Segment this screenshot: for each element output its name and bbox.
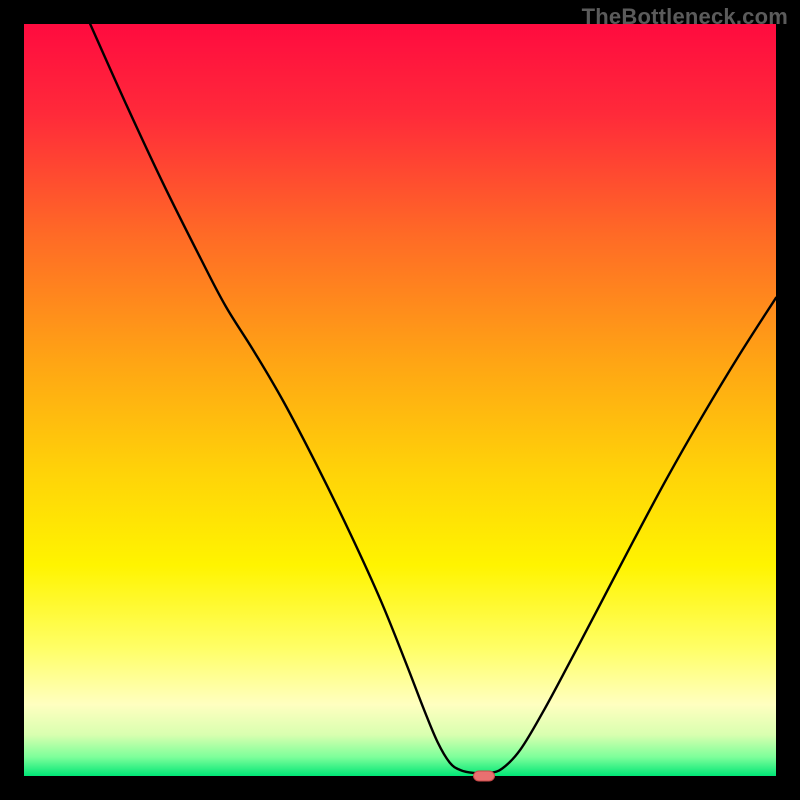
bottleneck-curve xyxy=(24,24,776,776)
watermark-text: TheBottleneck.com xyxy=(582,4,788,30)
chart-frame: TheBottleneck.com xyxy=(0,0,800,800)
optimum-marker-shape xyxy=(473,770,495,781)
optimum-marker xyxy=(473,768,495,779)
plot-area xyxy=(24,24,776,776)
